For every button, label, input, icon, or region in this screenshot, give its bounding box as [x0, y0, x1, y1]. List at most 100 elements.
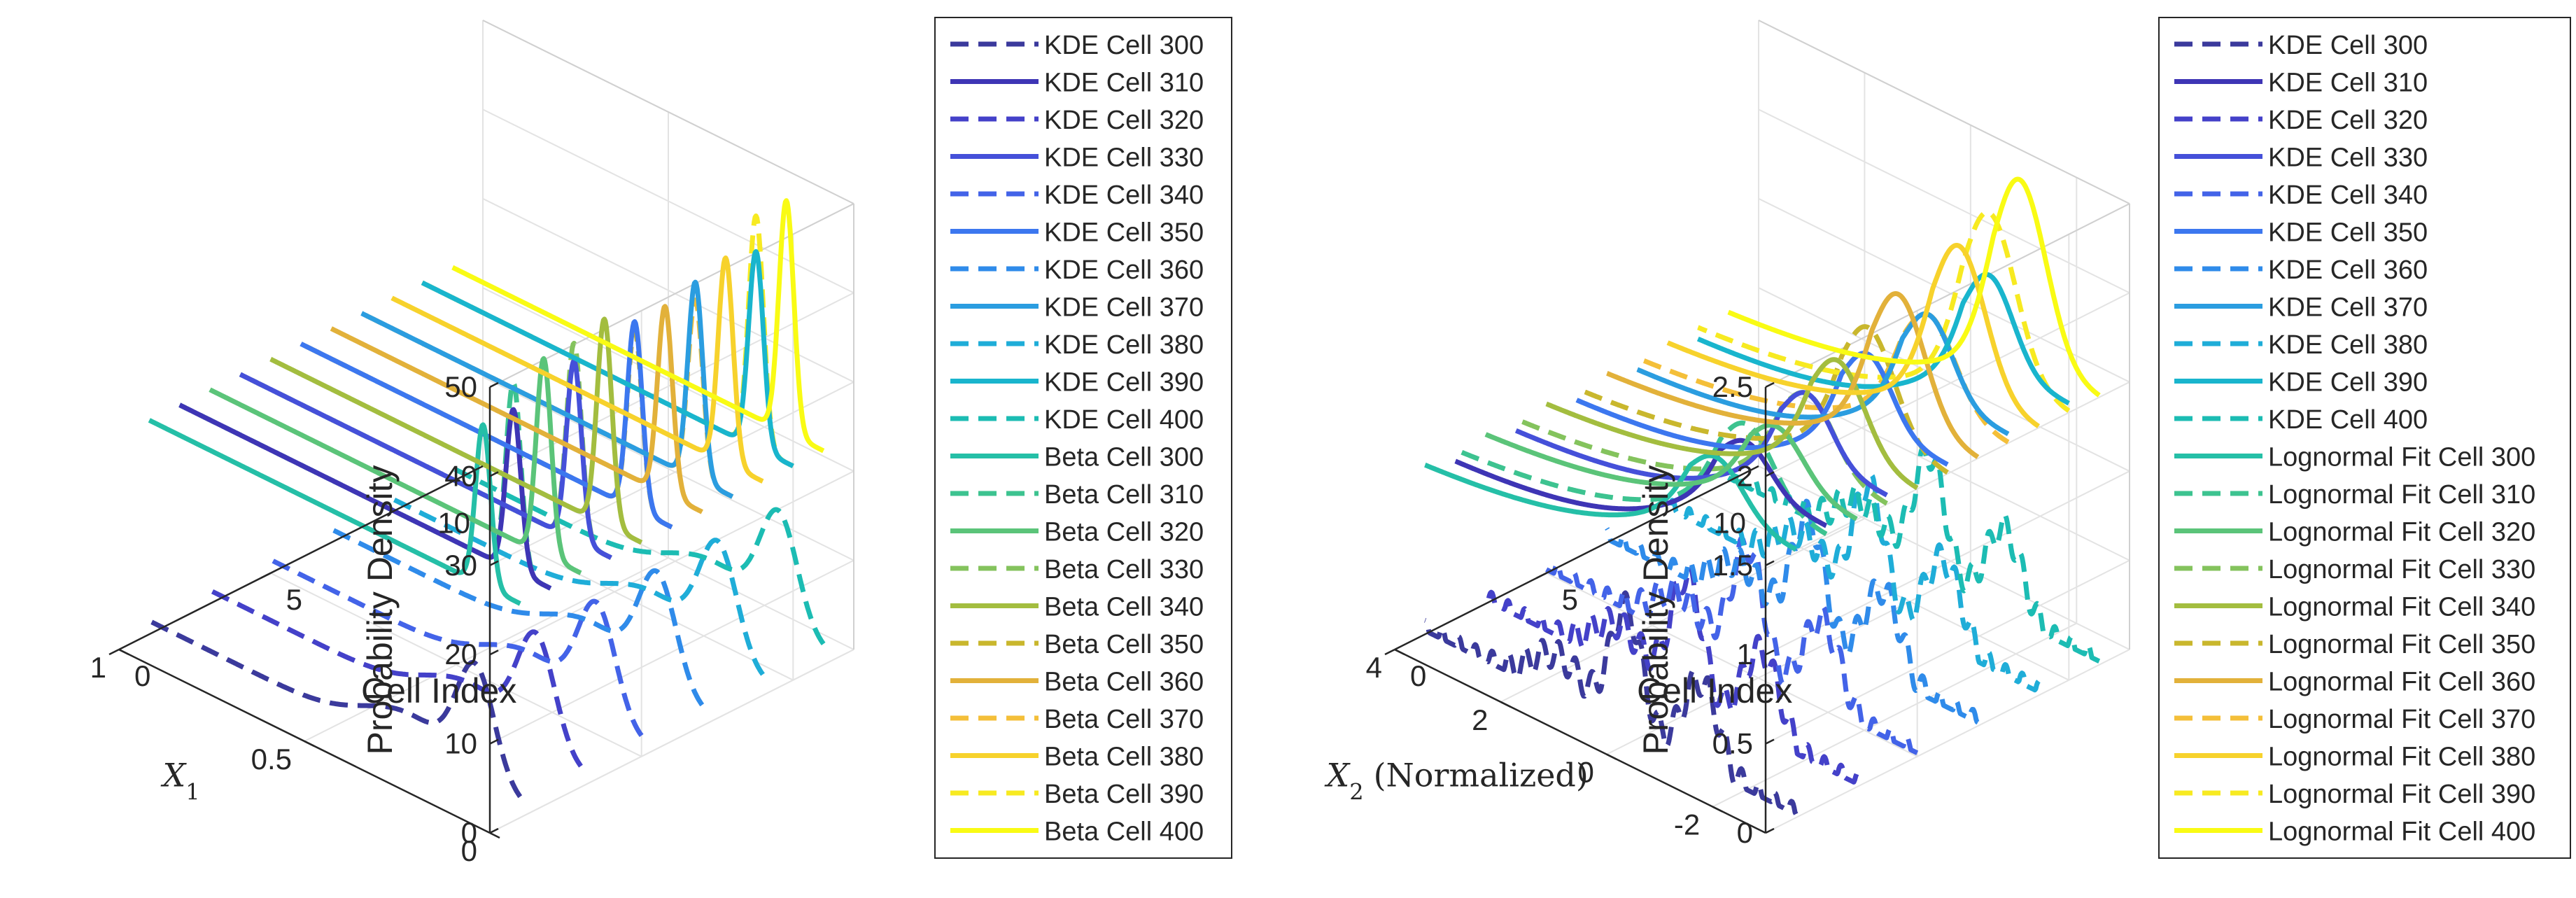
grid-line [304, 557, 669, 742]
y-tick-label: 0 [1410, 659, 1426, 692]
series-line [1423, 453, 1798, 552]
box-edge [482, 20, 854, 204]
z-tick [1765, 827, 1775, 834]
legend-x1: KDE Cell 300 KDE Cell 310 KDE Cell 320 KDE … [934, 17, 1232, 859]
series-line [1544, 535, 1919, 755]
legend-label: Lognormal Fit Cell 320 [2268, 518, 2535, 547]
series-line [1423, 590, 1799, 815]
grid-line [1697, 496, 2069, 681]
legend-label: KDE Cell 390 [1044, 368, 1204, 398]
z-tick-label: 40 [444, 459, 477, 492]
legend-label: Beta Cell 340 [1044, 593, 1204, 622]
legend-label: Beta Cell 300 [1044, 443, 1204, 472]
x-tick [118, 648, 129, 656]
grid-line [1546, 572, 1918, 757]
series-line [451, 465, 826, 645]
legend-label: KDE Cell 340 [1044, 181, 1204, 210]
legend-label: KDE Cell 400 [1044, 405, 1204, 435]
y-axis-label: Cell Index [361, 671, 516, 710]
series-line [1726, 176, 2101, 398]
y-tick [1536, 572, 1547, 579]
legend-label: Beta Cell 360 [1044, 668, 1204, 697]
legend-label: Lognormal Fit Cell 380 [2268, 743, 2535, 772]
z-tick-label: 2 [1737, 459, 1753, 492]
legend-label: KDE Cell 320 [1044, 106, 1204, 135]
legend-label: Lognormal Fit Cell 310 [2268, 480, 2535, 510]
box-edge [1758, 20, 2130, 204]
legend-label: KDE Cell 390 [2268, 368, 2428, 398]
grid-line [1765, 649, 2130, 834]
series-line [269, 557, 644, 737]
z-tick [489, 560, 499, 566]
z-tick-label: 30 [444, 549, 477, 582]
series-line [208, 588, 583, 768]
legend-label: KDE Cell 340 [2268, 181, 2428, 210]
grid-line [489, 470, 854, 656]
series-line [269, 316, 643, 545]
legend-label: Lognormal Fit Cell 330 [2268, 555, 2535, 584]
series-line [1575, 324, 1950, 475]
series-line [1544, 357, 1919, 491]
series-line [1454, 437, 1828, 528]
legend-label: KDE Cell 360 [2268, 255, 2428, 285]
series-line [451, 198, 825, 454]
legend-label: KDE Cell 380 [1044, 330, 1204, 360]
legend-label: KDE Cell 400 [2268, 405, 2428, 435]
y-axis-label: Cell Index [1637, 671, 1792, 710]
legend-label: Beta Cell 370 [1044, 705, 1204, 734]
legend-label: KDE Cell 350 [1044, 218, 1204, 248]
x-tick-label: 1 [90, 651, 106, 684]
legend-label: Beta Cell 330 [1044, 555, 1204, 584]
legend-label: KDE Cell 320 [2268, 106, 2428, 135]
y-tick-label: 10 [437, 507, 470, 540]
series-line [390, 255, 765, 484]
y-tick [108, 648, 120, 656]
series-line [390, 496, 765, 676]
z-tick-label: 1.5 [1712, 549, 1753, 582]
legend-label: Lognormal Fit Cell 350 [2268, 630, 2535, 659]
grid-line [1712, 622, 2077, 808]
y-tick-label: 5 [286, 583, 302, 616]
x-axis-label: X1 [161, 757, 200, 806]
series-line [1454, 420, 1828, 537]
y-tick [1687, 496, 1698, 503]
legend-label: Lognormal Fit Cell 300 [2268, 443, 2535, 472]
z-tick [489, 381, 499, 388]
grid-line [1758, 287, 2130, 472]
z-tick [1765, 738, 1775, 745]
series-line [1484, 566, 1859, 785]
z-tick-label: 1 [1737, 638, 1753, 671]
legend-label: KDE Cell 330 [1044, 143, 1204, 173]
series-line [1484, 422, 1859, 521]
legend-label: Lognormal Fit Cell 400 [2268, 818, 2535, 847]
z-tick [489, 827, 499, 834]
legend-label: Beta Cell 320 [1044, 518, 1204, 547]
z-tick [489, 738, 499, 745]
y-tick-label: 5 [1562, 583, 1578, 616]
series-line [208, 356, 583, 575]
legend-label: KDE Cell 310 [1044, 69, 1204, 98]
z-tick-label: 0 [1737, 816, 1753, 849]
z-tick [489, 471, 499, 477]
x-tick [489, 832, 500, 839]
series-line [1514, 390, 1889, 506]
x-axis-label: X2 (Normalized) [1325, 757, 1589, 806]
z-tick [1765, 471, 1775, 477]
legend-label: Lognormal Fit Cell 370 [2268, 705, 2535, 734]
z-tick-label: 2.5 [1712, 370, 1753, 403]
x-tick-label: 4 [1366, 651, 1382, 684]
grid-line [489, 649, 854, 834]
y-tick-label: 0 [134, 659, 150, 692]
z-tick-label: 10 [444, 727, 477, 760]
series-line [1726, 445, 2101, 664]
grid-line [1758, 108, 2130, 294]
x-tick [1394, 648, 1405, 656]
box-edge [489, 203, 854, 388]
legend-label: KDE Cell 300 [2268, 31, 2428, 60]
z-tick [489, 650, 499, 656]
series-line [330, 304, 704, 514]
z-tick-label: 50 [444, 370, 477, 403]
grid-line [1765, 559, 2130, 745]
